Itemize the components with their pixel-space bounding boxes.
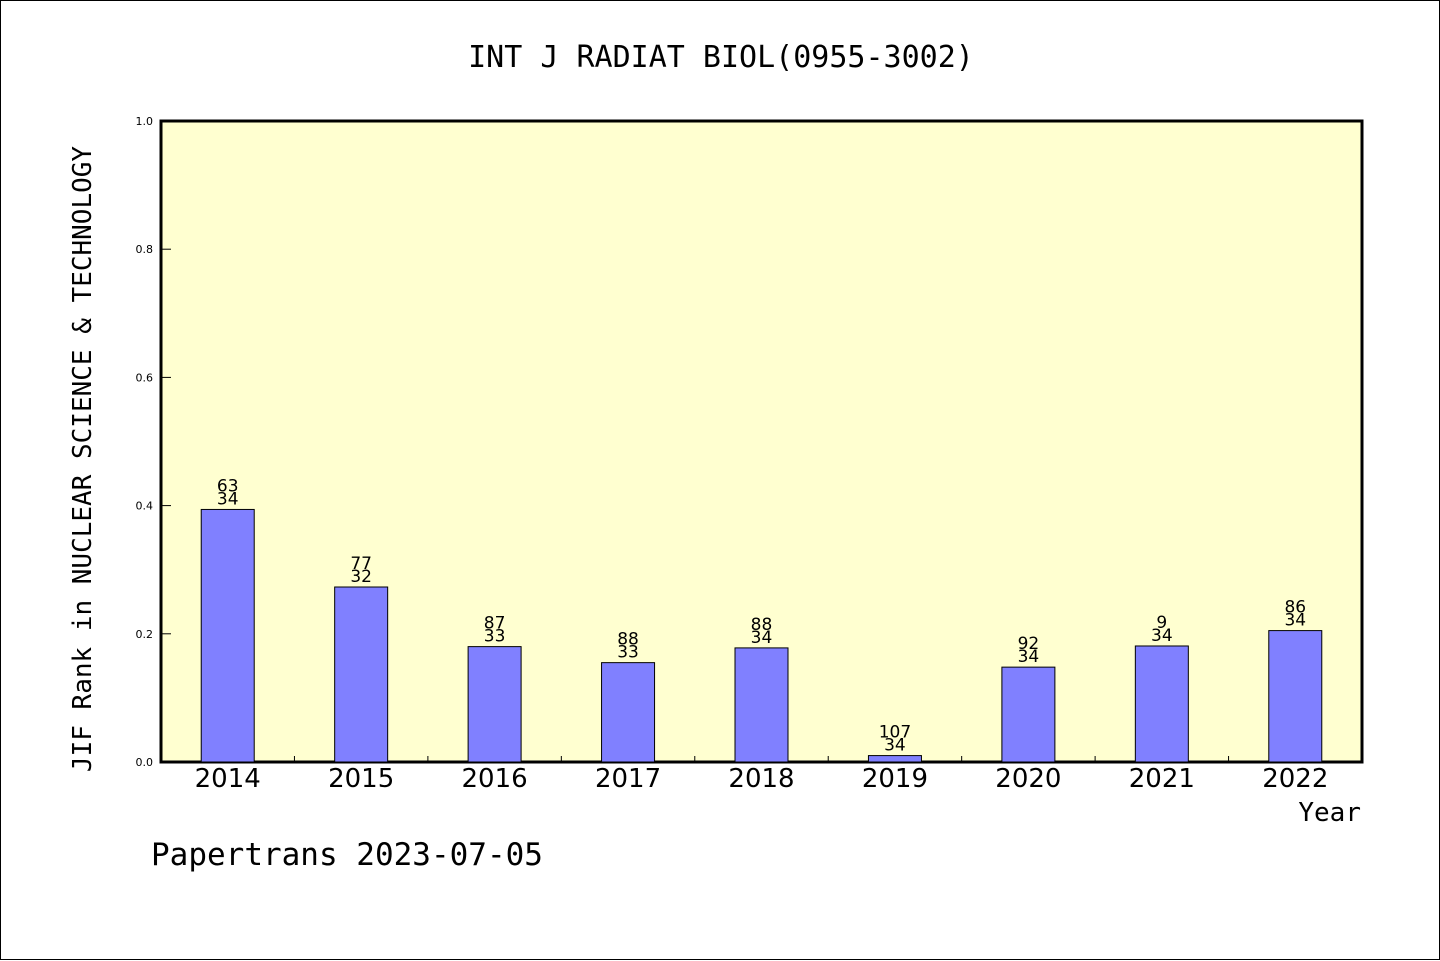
bar-label-total: 33 (617, 643, 639, 663)
y-tick-label: 1.0 (136, 115, 154, 128)
x-tick-label: 2018 (728, 764, 794, 794)
bar-label-total: 34 (217, 489, 239, 509)
bar-2016 (467, 646, 522, 763)
bar-label-rank: 107 (879, 723, 911, 743)
bar-2022 (1268, 630, 1323, 763)
x-tick-label: 2014 (195, 764, 261, 794)
bar-label-rank: 77 (350, 554, 372, 574)
bar-label-rank: 88 (751, 615, 773, 635)
y-tick-label: 0.2 (136, 628, 154, 641)
bar-label-rank: 9 (1156, 613, 1167, 633)
y-tick-label: 0.6 (136, 371, 154, 384)
bar-label-total: 34 (1018, 647, 1040, 667)
x-tick-label: 2019 (862, 764, 928, 794)
x-tick-label: 2015 (328, 764, 394, 794)
bar-2019 (867, 755, 922, 763)
bar-label-total: 32 (350, 567, 372, 587)
bar-label-rank: 88 (617, 630, 639, 650)
bar-2014 (200, 508, 255, 763)
y-tick-label: 0.8 (136, 243, 154, 256)
bar-2018 (734, 647, 789, 763)
x-tick-label: 2020 (995, 764, 1061, 794)
bar-2017 (601, 662, 656, 763)
bar-label-total: 34 (1151, 626, 1173, 646)
x-tick-label: 2021 (1129, 764, 1195, 794)
footer-credit: Papertrans 2023-07-05 (151, 837, 543, 873)
bar-label-total: 34 (1284, 611, 1306, 631)
y-axis-label: JIF Rank in NUCLEAR SCIENCE & TECHNOLOGY (68, 146, 98, 772)
y-axis: 0.0 0.2 0.4 0.6 0.8 1.0 (136, 115, 171, 769)
chart-title: INT J RADIAT BIOL(0955-3002) (468, 40, 974, 75)
x-axis-label: Year (1298, 798, 1361, 828)
x-axis: 2014 2015 2016 2017 2018 2019 2020 2021 2022 (195, 756, 1328, 794)
x-tick-label: 2017 (595, 764, 661, 794)
bar-label-total: 34 (751, 628, 773, 648)
bar-2021 (1134, 645, 1189, 763)
bar-label-rank: 86 (1284, 598, 1306, 618)
y-tick-label: 0.4 (136, 500, 154, 513)
bar-label-rank: 92 (1018, 634, 1040, 654)
bar-label-rank: 63 (217, 476, 239, 496)
bar-label-rank: 87 (484, 614, 506, 634)
x-tick-label: 2022 (1262, 764, 1328, 794)
bar-label-total: 34 (884, 736, 906, 756)
bar-2015 (334, 586, 389, 763)
x-tick-label: 2016 (462, 764, 528, 794)
bar-label-total: 33 (484, 627, 506, 647)
y-tick-label: 0.0 (136, 756, 154, 769)
bar-2020 (1001, 666, 1056, 763)
